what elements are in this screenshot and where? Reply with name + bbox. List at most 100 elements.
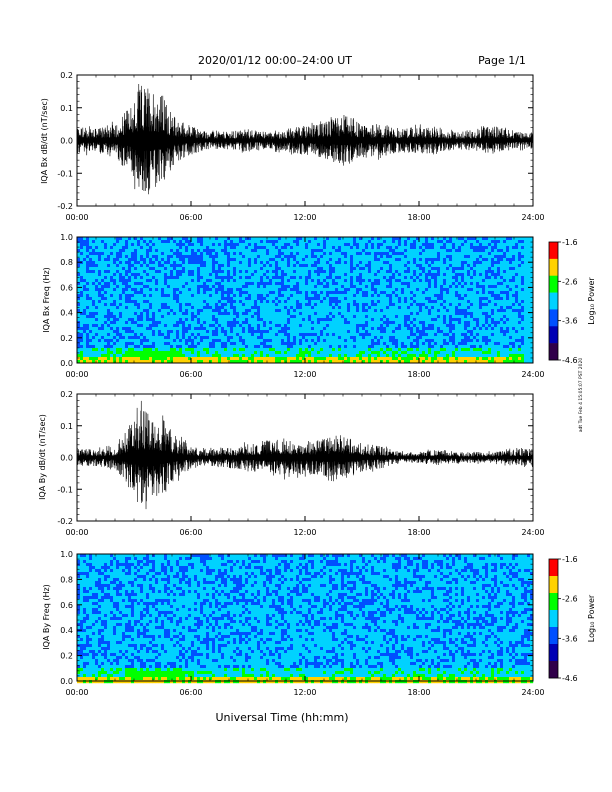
spectrogram-cell — [308, 327, 312, 331]
spectrogram-cell — [200, 249, 204, 253]
spectrogram-cell — [377, 237, 381, 241]
spectrogram-cell — [377, 249, 381, 253]
spectrogram-cell — [152, 300, 156, 304]
spectrogram-cell — [449, 285, 453, 289]
spectrogram-cell — [515, 294, 519, 298]
spectrogram-cell — [500, 282, 504, 286]
spectrogram-cell — [281, 276, 285, 280]
spectrogram-cell — [215, 297, 219, 301]
spectrogram-cell — [80, 249, 84, 253]
spectrogram-cell — [482, 243, 486, 247]
spectrogram-cell — [383, 285, 387, 289]
spectrogram-cell — [527, 294, 531, 298]
spectrogram-cell — [209, 285, 213, 289]
spectrogram-cell — [446, 246, 450, 250]
spectrogram-cell — [434, 291, 438, 295]
spectrogram-cell — [254, 282, 258, 286]
spectrogram-cell — [128, 300, 132, 304]
spectrogram-cell — [149, 303, 153, 307]
spectrogram-cell — [302, 255, 306, 259]
spectrogram-cell — [413, 312, 417, 316]
spectrogram-cell — [290, 273, 294, 277]
spectrogram-cell — [326, 330, 330, 334]
spectrogram-cell — [266, 318, 270, 322]
spectrogram-cell — [296, 327, 300, 331]
spectrogram-cell — [416, 243, 420, 247]
spectrogram-cell — [101, 330, 105, 334]
spectrogram-cell — [242, 264, 246, 268]
spectrogram-cell — [314, 240, 318, 244]
spectrogram-cell — [422, 246, 426, 250]
spectrogram-cell — [281, 255, 285, 259]
spectrogram-cell — [404, 291, 408, 295]
spectrogram-cell — [515, 237, 519, 241]
spectrogram-cell — [122, 276, 126, 280]
spectrogram-cell — [125, 279, 129, 283]
spectrogram-cell — [416, 324, 420, 328]
spectrogram-cell — [176, 315, 180, 319]
spectrogram-cell — [374, 267, 378, 271]
spectrogram-cell — [473, 246, 477, 250]
spectrogram-cell — [485, 303, 489, 307]
spectrogram-cell — [404, 279, 408, 283]
spectrogram-cell — [209, 270, 213, 274]
spectrogram-cell — [518, 303, 522, 307]
spectrogram-cell — [323, 267, 327, 271]
spectrogram-cell — [449, 249, 453, 253]
spectrogram-cell — [431, 285, 435, 289]
spectrogram-cell — [329, 240, 333, 244]
spectrogram-cell — [428, 279, 432, 283]
spectrogram-cell — [209, 327, 213, 331]
spectrogram-cell — [344, 327, 348, 331]
spectrogram-cell — [116, 309, 120, 313]
spectrogram-cell — [188, 294, 192, 298]
spectrogram-cell — [461, 324, 465, 328]
spectrogram-cell — [452, 276, 456, 280]
spectrogram-cell — [146, 258, 150, 262]
spectrogram-cell — [392, 330, 396, 334]
spectrogram-cell — [425, 249, 429, 253]
spectrogram-cell — [290, 255, 294, 259]
spectrogram-cell — [350, 318, 354, 322]
spectrogram-cell — [419, 264, 423, 268]
spectrogram-cell — [80, 315, 84, 319]
spectrogram-cell — [434, 252, 438, 256]
spectrogram-cell — [380, 243, 384, 247]
spectrogram-cell — [83, 285, 87, 289]
spectrogram-cell — [488, 318, 492, 322]
spectrogram-cell — [242, 300, 246, 304]
spectrogram-cell — [158, 261, 162, 265]
spectrogram-cell — [455, 282, 459, 286]
spectrogram-cell — [386, 258, 390, 262]
spectrogram-cell — [488, 330, 492, 334]
spectrogram-cell — [176, 255, 180, 259]
spectrogram-cell — [458, 273, 462, 277]
spectrogram-cell — [524, 324, 528, 328]
spectrogram-cell — [254, 327, 258, 331]
spectrogram-cell — [365, 243, 369, 247]
spectrogram-cell — [281, 315, 285, 319]
spectrogram-cell — [452, 285, 456, 289]
spectrogram-cell — [230, 318, 234, 322]
spectrogram-cell — [311, 303, 315, 307]
spectrogram-cell — [296, 291, 300, 295]
spectrogram-cell — [488, 255, 492, 259]
spectrogram-cell — [401, 294, 405, 298]
spectrogram-cell — [146, 309, 150, 313]
spectrogram-cell — [452, 246, 456, 250]
spectrogram-cell — [125, 282, 129, 286]
spectrogram-cell — [386, 318, 390, 322]
spectrogram-cell — [434, 261, 438, 265]
spectrogram-cell — [110, 261, 114, 265]
spectrogram-cell — [224, 267, 228, 271]
spectrogram-cell — [383, 279, 387, 283]
spectrogram-cell — [281, 330, 285, 334]
spectrogram-cell — [437, 246, 441, 250]
spectrogram-cell — [206, 264, 210, 268]
spectrogram-cell — [305, 240, 309, 244]
spectrogram-cell — [89, 294, 93, 298]
spectrogram-cell — [173, 315, 177, 319]
spectrogram-cell — [86, 267, 90, 271]
spectrogram-cell — [428, 291, 432, 295]
spectrogram-cell — [410, 324, 414, 328]
